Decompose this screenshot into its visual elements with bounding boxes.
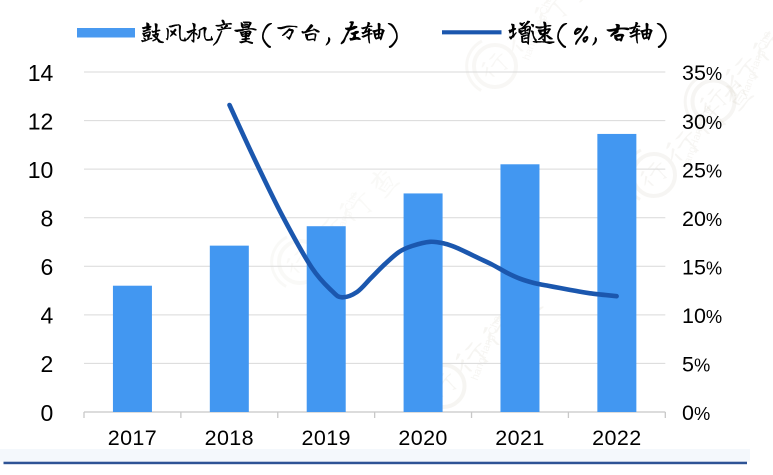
svg-text:2018: 2018 <box>205 426 254 450</box>
svg-text:30%: 30% <box>682 110 722 134</box>
svg-text:2017: 2017 <box>108 426 157 450</box>
svg-text:8: 8 <box>41 206 54 232</box>
svg-text:2: 2 <box>41 351 54 377</box>
svg-text:20%: 20% <box>682 207 722 231</box>
svg-text:2022: 2022 <box>592 426 641 450</box>
svg-text:0%: 0% <box>682 401 710 425</box>
svg-text:15%: 15% <box>682 255 722 279</box>
svg-text:0: 0 <box>41 400 54 426</box>
svg-text:10: 10 <box>28 157 54 183</box>
svg-text:2021: 2021 <box>495 426 544 450</box>
svg-text:14: 14 <box>28 60 54 86</box>
svg-text:5%: 5% <box>682 353 710 377</box>
svg-text:12: 12 <box>28 108 54 134</box>
svg-text:10%: 10% <box>682 304 722 328</box>
svg-text:6: 6 <box>41 254 54 280</box>
svg-text:4: 4 <box>41 303 54 329</box>
svg-text:35%: 35% <box>682 61 722 85</box>
svg-text:25%: 25% <box>682 158 722 182</box>
svg-text:2019: 2019 <box>301 426 350 450</box>
svg-text:2020: 2020 <box>398 426 447 450</box>
